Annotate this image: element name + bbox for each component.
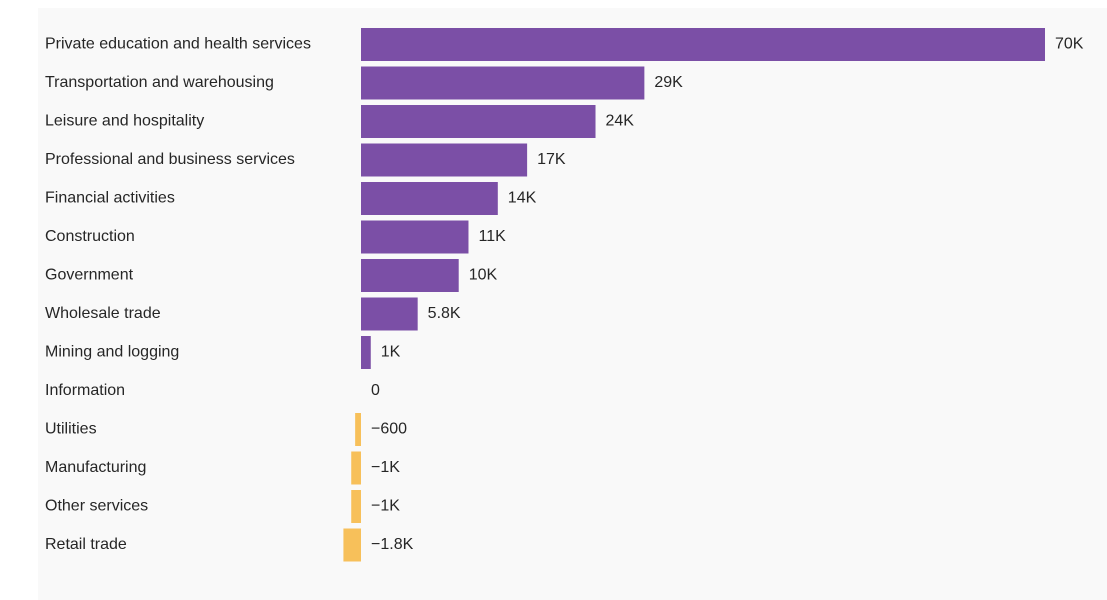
chart-panel: Private education and health services 70K…: [38, 8, 1107, 600]
value-label: 1K: [381, 344, 401, 361]
category-label: Financial activities: [45, 190, 175, 207]
category-label: Private education and health services: [45, 36, 311, 53]
bar: [351, 451, 361, 485]
bar-chart: Private education and health services 70K…: [45, 28, 1084, 562]
category-label: Wholesale trade: [45, 305, 161, 322]
category-label: Construction: [45, 228, 135, 245]
bar: [343, 528, 361, 562]
value-label: 10K: [469, 267, 498, 284]
value-label: 70K: [1055, 36, 1084, 53]
bar: [361, 105, 596, 138]
category-label: Retail trade: [45, 536, 127, 553]
category-label: Other services: [45, 498, 148, 515]
value-label: 14K: [508, 190, 537, 207]
category-label: Professional and business services: [45, 151, 295, 168]
value-label: 17K: [537, 151, 566, 168]
bar: [361, 28, 1045, 61]
value-label: −1K: [371, 498, 400, 515]
bar: [361, 220, 469, 254]
bar: [355, 413, 361, 446]
value-label: 5.8K: [428, 305, 461, 322]
category-label: Government: [45, 267, 134, 284]
bar: [361, 297, 418, 331]
value-label: −1.8K: [371, 536, 414, 553]
bar: [361, 66, 645, 100]
category-label: Manufacturing: [45, 459, 146, 476]
category-label: Information: [45, 382, 125, 399]
category-label: Leisure and hospitality: [45, 113, 204, 130]
bar: [361, 259, 459, 292]
value-label: −600: [371, 421, 407, 438]
value-label: 24K: [606, 113, 635, 130]
value-label: −1K: [371, 459, 400, 476]
value-label: 29K: [654, 74, 683, 91]
bar: [361, 336, 371, 369]
bar: [361, 182, 498, 215]
category-label: Transportation and warehousing: [45, 74, 274, 91]
category-label: Mining and logging: [45, 344, 179, 361]
value-label: 0: [371, 382, 380, 399]
value-label: 11K: [478, 228, 506, 245]
category-label: Utilities: [45, 421, 97, 438]
bar: [351, 490, 361, 523]
bar: [361, 143, 528, 177]
